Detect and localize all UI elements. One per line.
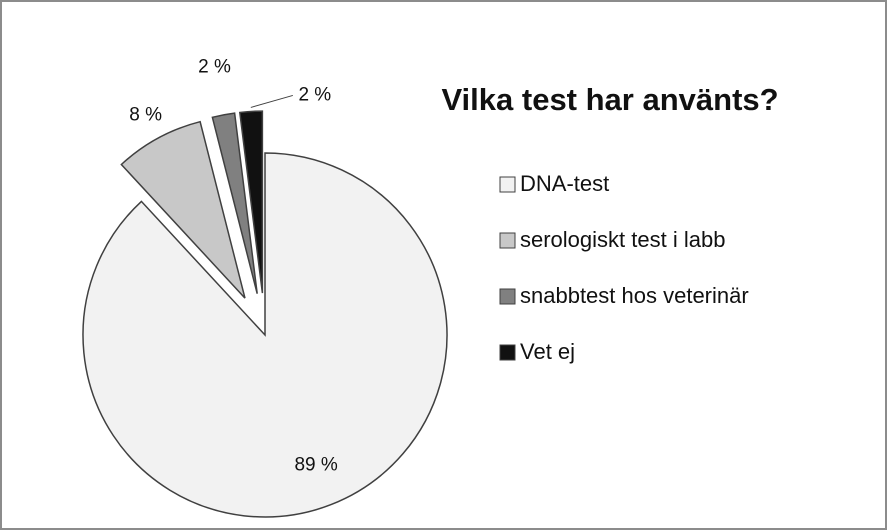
legend-label: serologiskt test i labb: [520, 227, 725, 252]
data-label: 8 %: [129, 104, 162, 125]
pie-slice: [120, 120, 246, 299]
data-label: 2 %: [198, 57, 231, 78]
pie-slice: [211, 112, 258, 294]
data-label: 89 %: [294, 455, 337, 476]
legend-swatch: [499, 232, 516, 249]
legend-label: Vet ej: [520, 339, 575, 364]
leader-line: [250, 94, 293, 108]
legend-swatch: [499, 288, 516, 305]
legend-label: DNA-test: [520, 171, 609, 196]
data-label: 2 %: [298, 84, 331, 105]
legend-swatch: [499, 344, 516, 361]
pie-slice: [238, 110, 264, 294]
pie-slice: [82, 152, 448, 518]
legend-label: snabbtest hos veterinär: [520, 283, 749, 308]
legend-swatch: [499, 176, 516, 193]
chart-title: Vilka test har använts?: [441, 82, 778, 117]
